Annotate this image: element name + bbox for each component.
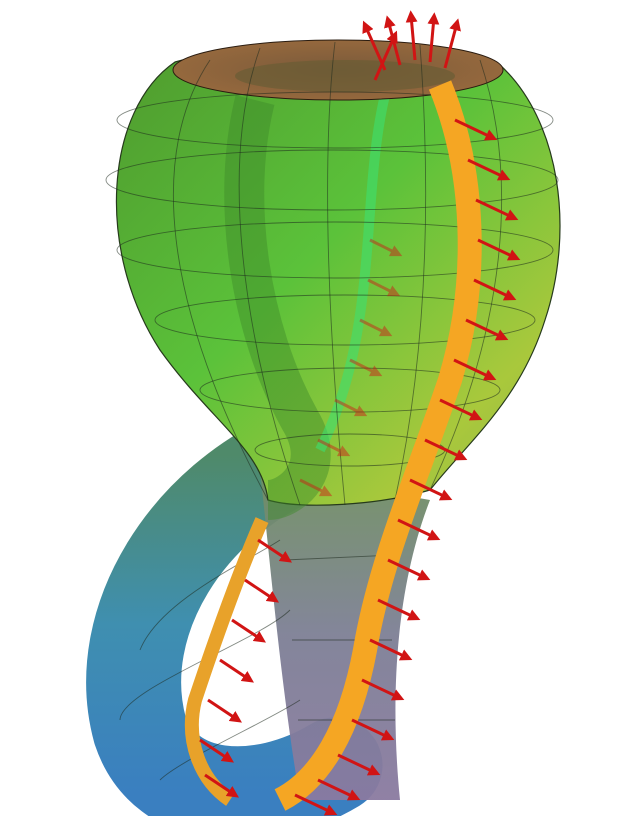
arrow (337, 753, 381, 776)
mesh-ring (159, 699, 301, 781)
mesh-meridian (429, 59, 503, 491)
arrow (439, 398, 483, 421)
arrow (427, 12, 440, 63)
arrow (454, 118, 498, 141)
arrow (453, 358, 497, 381)
mesh-ring (139, 539, 281, 651)
arrow (405, 10, 418, 61)
mesh-meridian (327, 41, 346, 506)
arrow (465, 318, 509, 341)
arrow (367, 278, 401, 297)
arrow (477, 238, 521, 261)
arrow (219, 658, 254, 683)
arrow (361, 678, 405, 701)
orange-strip-inner (184, 517, 269, 806)
orange-strip (274, 80, 482, 811)
arrow (334, 398, 368, 417)
arrow (467, 158, 511, 181)
arrow (349, 358, 383, 377)
inner-highlight (315, 93, 390, 453)
arrow (424, 438, 468, 461)
mesh-ring (119, 609, 291, 721)
arrow (317, 438, 351, 457)
arrow (475, 198, 519, 221)
mesh-meridian (238, 47, 301, 506)
mesh-ring (116, 91, 554, 149)
arrow (351, 718, 395, 741)
mesh-ring (199, 367, 501, 413)
mesh-meridian (394, 44, 427, 501)
arrow (231, 618, 266, 643)
arrow (397, 518, 441, 541)
arrow (204, 773, 239, 798)
arrow (377, 598, 421, 621)
arrow (409, 478, 453, 501)
mesh-ring (154, 294, 536, 346)
normal-vectors (199, 10, 521, 816)
mesh-lines (105, 41, 559, 781)
mesh-ring (116, 221, 554, 279)
arrow (443, 18, 461, 69)
arrow (387, 558, 431, 581)
arrow (299, 478, 333, 497)
arrow (359, 318, 393, 337)
arrow (317, 778, 361, 801)
loop-tube (86, 407, 383, 816)
arrow (369, 238, 403, 257)
mesh-meridian (172, 59, 269, 501)
arrow (373, 30, 398, 81)
inner-neck-shadow (224, 95, 331, 520)
arrow (244, 578, 279, 603)
arrow (199, 738, 234, 763)
arrow (369, 638, 413, 661)
arrow (473, 278, 517, 301)
arrow (207, 698, 242, 723)
arrow (294, 793, 338, 816)
rim-opening (235, 60, 455, 92)
mesh-ring (105, 149, 559, 211)
arrow (257, 538, 292, 563)
